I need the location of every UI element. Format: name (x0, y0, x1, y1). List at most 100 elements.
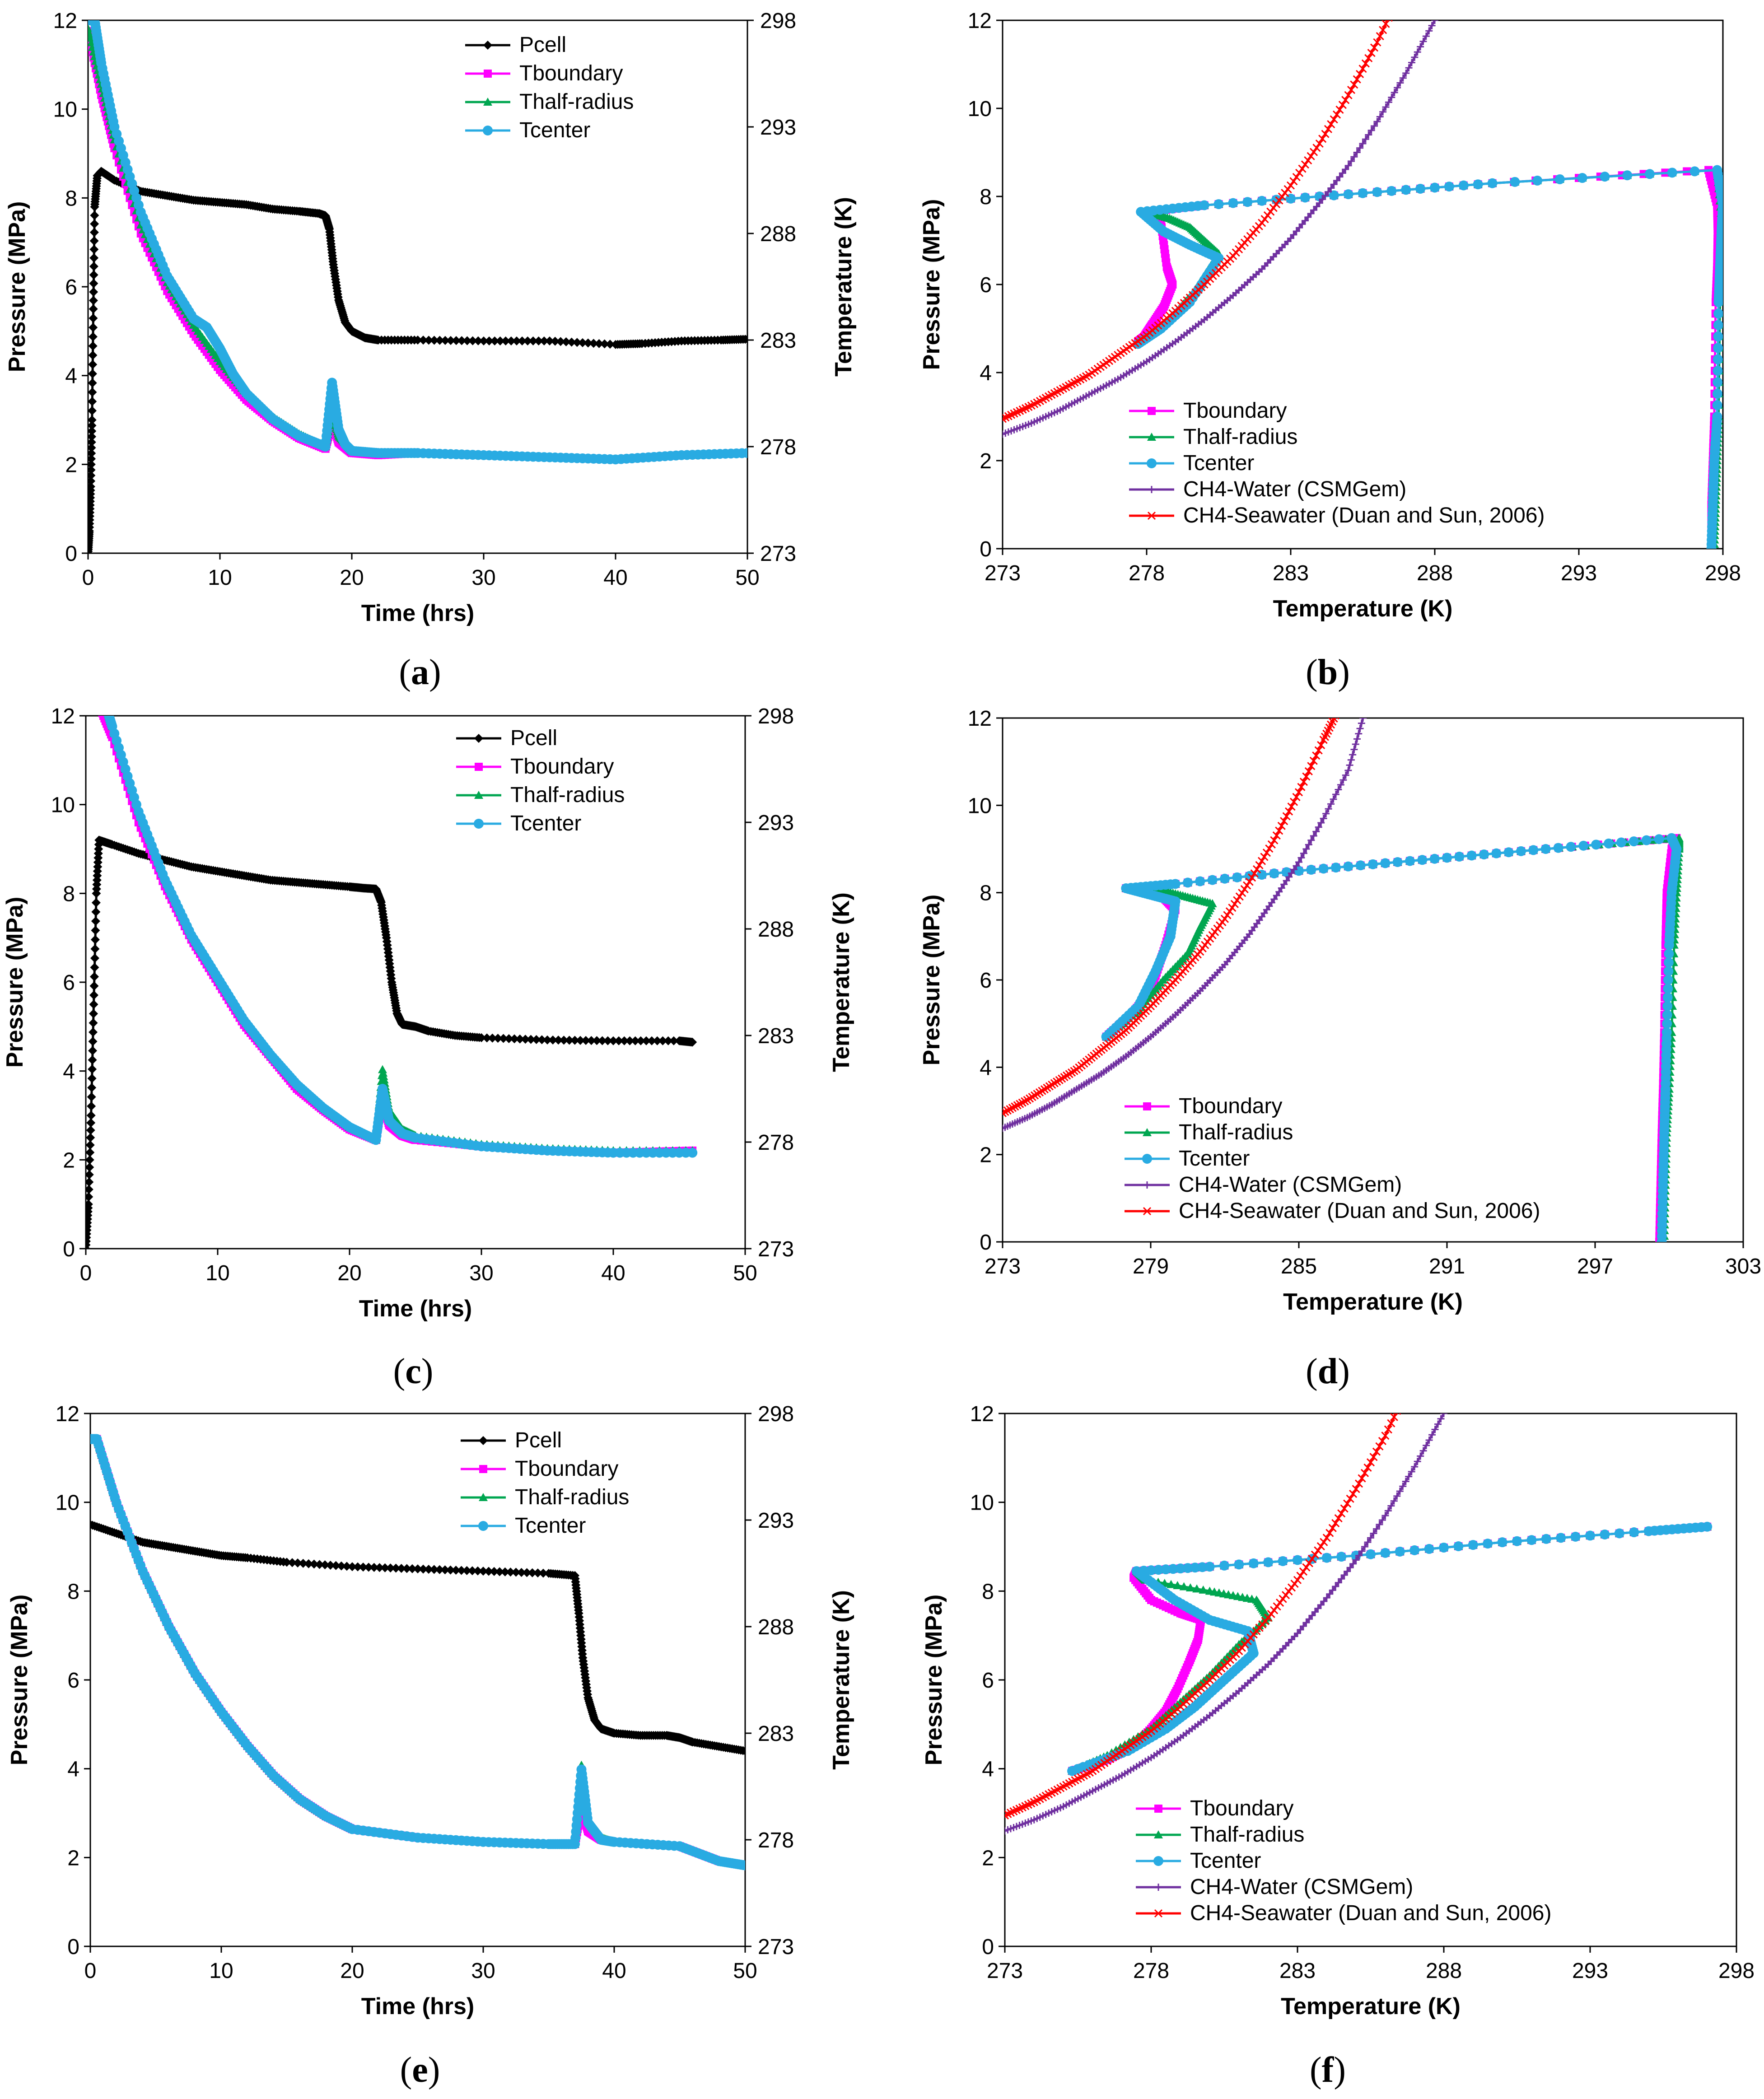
data-point (515, 1034, 525, 1044)
data-point (506, 336, 516, 345)
x-tick-label: 298 (1705, 561, 1741, 585)
data-point (1444, 182, 1454, 192)
y2-tick-label: 293 (758, 1509, 794, 1533)
legend-marker (1143, 1102, 1151, 1110)
data-point (1415, 183, 1426, 194)
data-point (1322, 810, 1330, 817)
data-point (501, 336, 510, 345)
data-point (484, 1567, 494, 1576)
data-point (90, 210, 99, 220)
x-tick-label: 20 (340, 1959, 364, 1983)
data-point (1591, 840, 1601, 850)
data-point (89, 990, 99, 1000)
data-point (86, 1147, 95, 1157)
data-point (1442, 853, 1452, 863)
x-tick-label: 297 (1577, 1255, 1613, 1278)
data-point (1295, 858, 1302, 866)
data-point (288, 1558, 297, 1567)
data-point (609, 1036, 618, 1045)
x-axis-title: Time (hrs) (359, 1296, 472, 1322)
data-point (89, 981, 99, 991)
legend-label: Tboundary (1179, 1094, 1282, 1118)
data-point (1380, 858, 1391, 868)
y-tick-label: 2 (63, 1148, 75, 1172)
data-point (1302, 845, 1310, 853)
data-point (88, 454, 96, 464)
x-tick-label: 291 (1429, 1255, 1465, 1278)
data-point (1288, 869, 1295, 877)
data-point (1391, 89, 1398, 96)
data-point (348, 1562, 357, 1572)
data-point (605, 340, 615, 349)
data-point (86, 1118, 96, 1128)
data-point (1622, 170, 1633, 181)
data-point (1278, 884, 1285, 892)
legend-marker (1147, 433, 1156, 441)
data-point (1414, 48, 1421, 56)
x-tick-label: 285 (1281, 1255, 1317, 1278)
data-point (89, 1027, 98, 1037)
y-tick-label: 0 (65, 542, 77, 566)
data-point (533, 1568, 542, 1578)
y2-tick-label: 298 (760, 9, 796, 33)
data-point (1425, 27, 1433, 35)
x-tick-label: 0 (82, 566, 94, 590)
data-point (1306, 864, 1316, 875)
data-point (545, 336, 554, 345)
data-point (86, 1155, 94, 1165)
legend-label: Tcenter (1183, 451, 1254, 475)
data-point (86, 1185, 93, 1194)
data-point (1309, 756, 1318, 765)
y2-tick-label: 293 (760, 116, 796, 140)
data-point (1641, 835, 1652, 845)
data-point (1003, 1109, 1007, 1117)
data-point (1401, 185, 1411, 195)
y-tick-label: 12 (56, 1402, 79, 1426)
data-point (1350, 746, 1358, 753)
data-point (397, 1563, 406, 1573)
y-tick-label: 12 (51, 704, 75, 728)
x-tick-label: 40 (603, 566, 627, 590)
data-point (89, 1000, 98, 1009)
data-point (1339, 776, 1347, 784)
x-tick-label: 30 (471, 566, 495, 590)
data-point (1367, 49, 1376, 57)
data-point (1327, 800, 1335, 808)
legend-marker (475, 763, 483, 771)
data-point (1344, 767, 1352, 774)
y2-tick-label: 273 (758, 1237, 794, 1261)
y-tick-label: 10 (56, 1491, 79, 1515)
data-point (1003, 1107, 1009, 1116)
data-point (1364, 54, 1373, 62)
data-point (658, 1036, 667, 1045)
data-point (1300, 192, 1310, 203)
data-point (1275, 826, 1283, 835)
data-point (1487, 178, 1498, 188)
data-point (462, 1566, 471, 1575)
x-tick-label: 40 (601, 1261, 625, 1285)
data-point (1371, 122, 1378, 130)
data-point (1373, 38, 1381, 47)
x-tick-label: 303 (1725, 1255, 1761, 1278)
data-point (1358, 719, 1365, 727)
data-point (429, 336, 439, 345)
data-point (1285, 873, 1293, 881)
data-point (1379, 108, 1387, 116)
data-point (88, 378, 97, 388)
series-tcenter (1101, 833, 1682, 1242)
x-tick-label: 279 (1133, 1255, 1169, 1278)
data-point (1317, 741, 1325, 749)
y-axis-title: Pressure (MPa) (6, 1595, 33, 1766)
legend-label: Tcenter (519, 118, 590, 142)
x-axis-title: Time (hrs) (361, 1993, 474, 2020)
data-point (1353, 149, 1361, 156)
data-point (490, 336, 499, 345)
data-point (1662, 1018, 1672, 1029)
data-point (88, 406, 97, 415)
data-point (1243, 881, 1251, 890)
data-point (1713, 366, 1723, 376)
data-point (375, 1563, 384, 1572)
data-point (1327, 184, 1335, 192)
